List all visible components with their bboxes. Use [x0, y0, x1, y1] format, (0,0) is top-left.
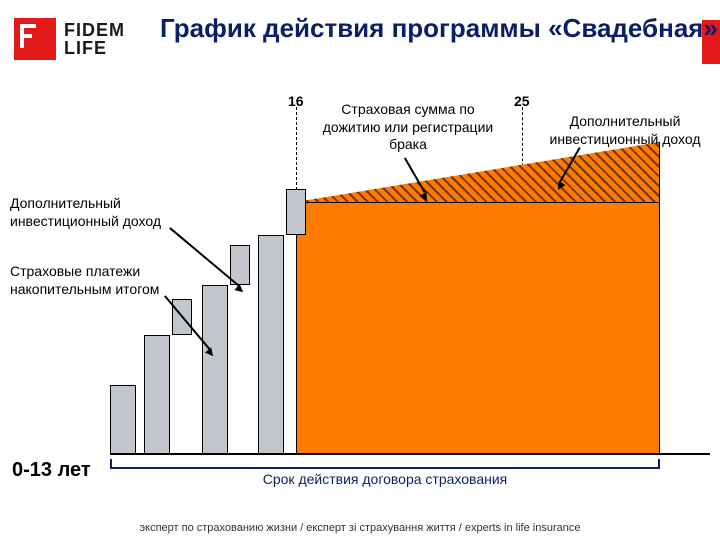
x-axis	[110, 453, 710, 455]
slide-title: График действия программы «Свадебная»	[160, 14, 718, 44]
arrow-3	[170, 227, 240, 286]
tick-25: 25	[514, 93, 530, 109]
orange-block	[296, 202, 660, 455]
footer-text: эксперт по страхованию жизни / експерт з…	[0, 522, 720, 534]
gray-bar	[202, 285, 228, 455]
callout-mid-left-2: Страховые платежи накопительным итогом	[10, 263, 180, 298]
gray-bar	[286, 189, 306, 235]
bracket-label: Срок действия договора страхования	[210, 471, 560, 487]
gray-bar	[144, 335, 170, 455]
callout-mid-left-1: Дополнительный инвестиционный доход	[10, 195, 180, 230]
x-start-label: 0-13 лет	[12, 459, 91, 482]
gray-bar	[110, 385, 136, 455]
bracket-line	[110, 459, 660, 469]
logo: FIDEM LIFE	[14, 18, 125, 60]
callout-top-right: Дополнительный инвестиционный доход	[540, 113, 710, 148]
arrow-3-head	[234, 284, 245, 295]
gray-bar	[258, 235, 284, 455]
tick-16: 16	[288, 93, 304, 109]
logo-line2: LIFE	[64, 39, 125, 57]
chart-area: 16 25 Страховая сумма по дожитию или рег…	[110, 95, 690, 475]
logo-line1: FIDEM	[64, 21, 125, 39]
callout-top-center: Страховая сумма по дожитию или регистрац…	[318, 101, 498, 154]
logo-mark	[14, 18, 56, 60]
